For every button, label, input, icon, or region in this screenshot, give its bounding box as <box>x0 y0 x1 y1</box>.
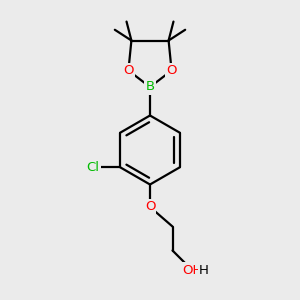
Text: O: O <box>123 64 134 77</box>
Text: O: O <box>145 200 155 214</box>
Text: H: H <box>199 263 208 277</box>
Text: Cl: Cl <box>87 161 100 174</box>
Text: B: B <box>146 80 154 94</box>
Text: O: O <box>166 64 177 77</box>
Text: OH: OH <box>182 263 202 277</box>
